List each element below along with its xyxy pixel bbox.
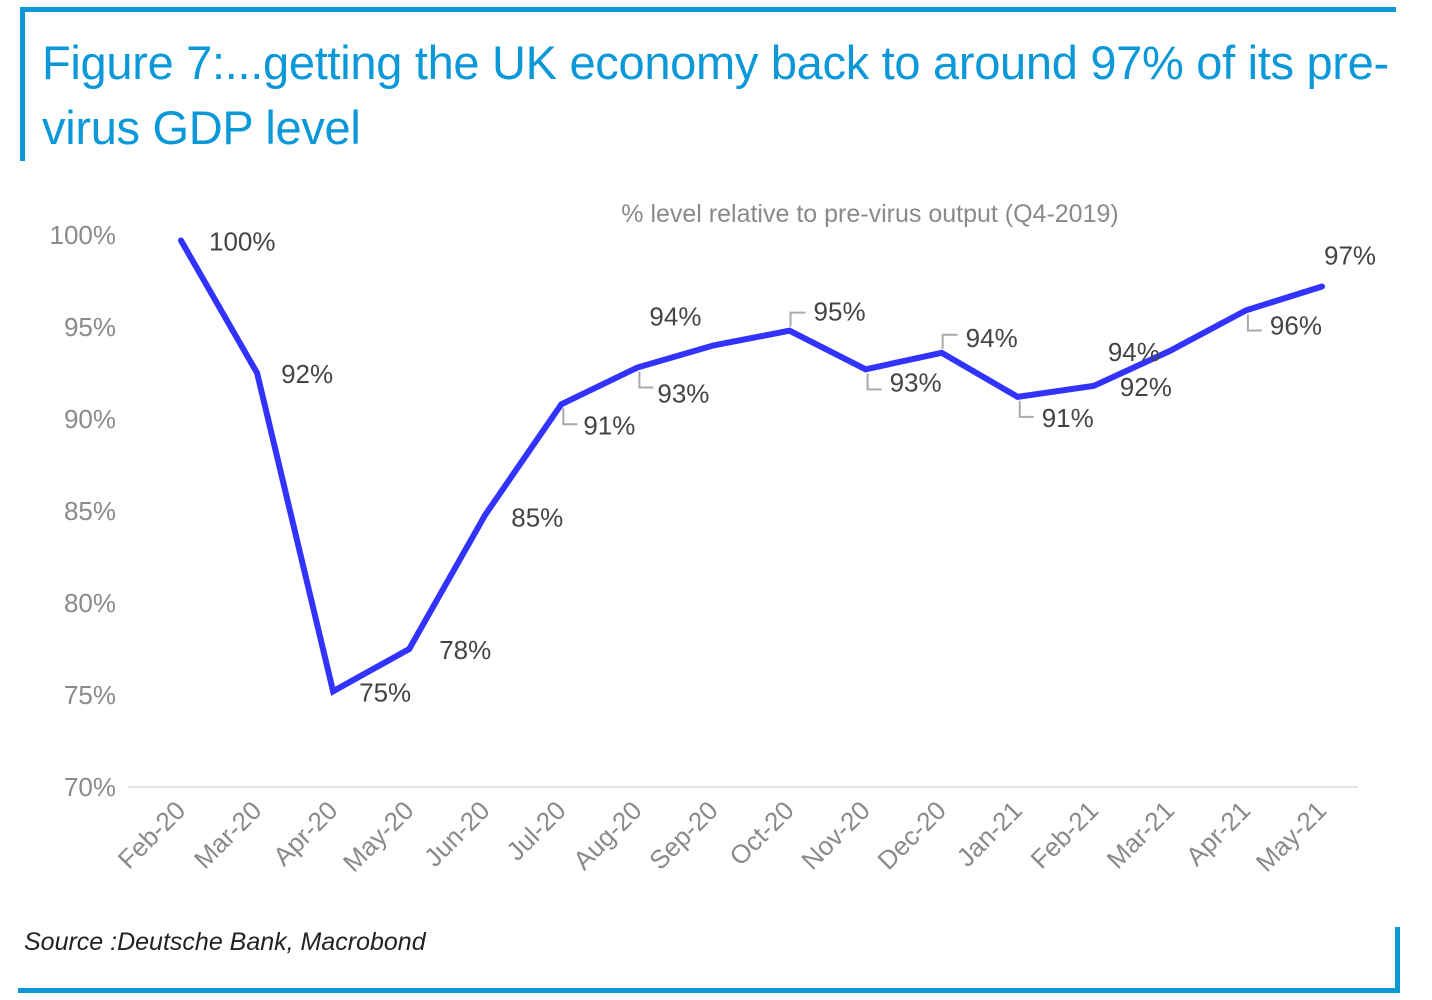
data-labels: 100% 92% 75% 78% 85% 91% 93% 94% 95% 93% 94% 91% 92%…: [209, 227, 1376, 708]
leader-line: [941, 333, 958, 349]
data-label: 78%: [439, 635, 491, 665]
y-tick-label: 95%: [64, 312, 116, 342]
data-label: 94%: [966, 323, 1018, 353]
x-tick-label: Apr-21: [1180, 795, 1256, 871]
data-label: 91%: [1042, 403, 1094, 433]
leader-line: [1246, 314, 1262, 332]
series-line-gdp: [178, 237, 1325, 696]
data-label: 97%: [1324, 241, 1376, 271]
y-tick-label: 100%: [50, 220, 117, 250]
x-tick-label: Jun-20: [418, 795, 495, 872]
x-tick-label: Sep-20: [643, 795, 723, 875]
y-tick-label: 70%: [64, 772, 116, 802]
y-tick-label: 75%: [64, 680, 116, 710]
data-label: 85%: [511, 503, 563, 533]
frame-right-border: [1395, 927, 1400, 993]
x-tick-label: Nov-20: [795, 795, 875, 875]
data-label: 100%: [209, 227, 276, 257]
y-tick-label: 85%: [64, 496, 116, 526]
x-tick-label: Apr-20: [267, 795, 343, 871]
data-label: 94%: [649, 301, 701, 331]
data-label: 92%: [281, 359, 333, 389]
x-tick-label: Jul-20: [500, 795, 571, 866]
data-label: 91%: [583, 410, 635, 440]
data-label: 92%: [1120, 372, 1172, 402]
data-label: 75%: [359, 677, 411, 707]
x-tick-label: Mar-21: [1101, 795, 1180, 874]
figure-title: Figure 7:...getting the UK economy back …: [42, 36, 1389, 154]
x-tick-label: Feb-20: [112, 795, 191, 874]
frame-left-border: [20, 7, 25, 161]
leader-line: [1018, 400, 1034, 418]
x-tick-label: Oct-20: [723, 795, 799, 871]
source-note: Source :Deutsche Bank, Macrobond: [24, 928, 426, 956]
leader-line: [866, 373, 882, 391]
frame-top-border: [20, 7, 1396, 12]
x-tick-label: Aug-20: [567, 795, 647, 875]
x-tick-label: Jan-21: [951, 795, 1028, 872]
data-label: 93%: [890, 367, 942, 397]
frame-bottom-border: [18, 988, 1400, 993]
y-tick-label: 90%: [64, 404, 116, 434]
x-tick-label: Mar-20: [188, 795, 267, 874]
x-tick-label: Feb-21: [1025, 795, 1104, 874]
y-axis: 70% 75% 80% 85% 90% 95% 100%: [50, 220, 117, 802]
data-label: 93%: [657, 378, 709, 408]
x-tick-label: Dec-20: [871, 795, 951, 875]
data-label-leaders: [562, 311, 1262, 426]
x-tick-label: May-20: [337, 795, 420, 878]
x-tick-label: May-21: [1250, 795, 1333, 878]
data-label: 94%: [1108, 337, 1160, 367]
chart-subtitle: % level relative to pre-virus output (Q4…: [621, 200, 1118, 228]
data-label: 95%: [814, 297, 866, 327]
data-label: 96%: [1270, 310, 1322, 340]
leader-line: [562, 408, 578, 426]
leader-line: [638, 371, 654, 389]
leader-line: [789, 311, 806, 327]
y-tick-label: 80%: [64, 588, 116, 618]
